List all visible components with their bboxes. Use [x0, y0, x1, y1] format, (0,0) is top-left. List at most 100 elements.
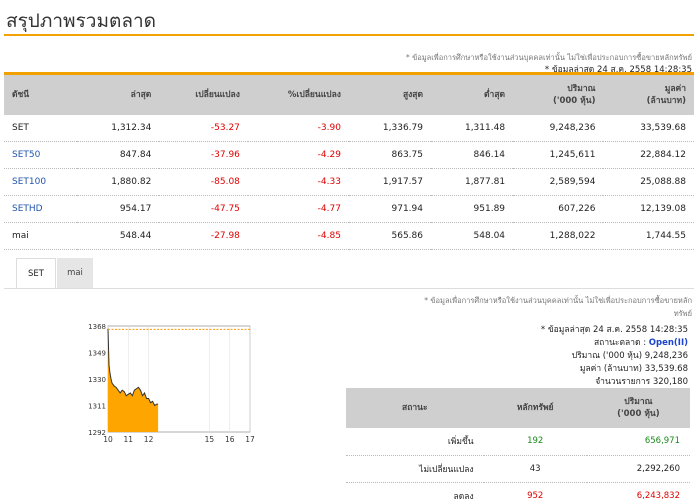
chart-y-tick-label: 1292	[88, 429, 106, 437]
market-status-value: Open(II)	[648, 338, 688, 348]
table-row: ไม่เปลี่ยนแปลง 43 2,292,260	[346, 455, 690, 483]
chart-y-tick-label: 1368	[88, 323, 106, 331]
index-value: 22,884.12	[603, 141, 694, 169]
summary-trades: จำนวนรายการ 320,180	[595, 374, 688, 388]
summary-volume-label: ปริมาณ ('000 หุ้น)	[571, 351, 643, 361]
summary-volume: ปริมาณ ('000 หุ้น) 9,248,236	[572, 348, 688, 362]
table-row: ลดลง 952 6,243,832	[346, 482, 690, 504]
breadth-count: 192	[483, 428, 587, 456]
table-row: เพิ่มขึ้น 192 656,971	[346, 428, 690, 456]
market-status-label: สถานะตลาด :	[593, 338, 647, 348]
index-link-sethd[interactable]: SETHD	[4, 195, 78, 223]
breadth-table-header: สถานะ หลักทรัพย์ ปริมาณ ('000 หุ้น)	[346, 388, 690, 428]
summary-trades-label: จำนวนรายการ	[595, 377, 651, 387]
summary-value-label: มูลค่า (ล้านบาท)	[579, 364, 643, 374]
index-change: -37.96	[159, 141, 248, 169]
breadth-volume: 2,292,260	[586, 455, 690, 483]
index-pct: -4.85	[247, 222, 349, 250]
index-volume: 2,589,594	[513, 168, 604, 196]
table-row: mai 548.44 -27.98 -4.85 565.86 548.04 1,…	[4, 222, 694, 250]
index-change: -47.75	[159, 195, 248, 223]
col-securities: หลักทรัพย์	[483, 388, 587, 428]
index-value: 12,139.08	[603, 195, 694, 223]
index-change: -53.27	[159, 114, 248, 142]
tab-mai[interactable]: mai	[57, 258, 93, 288]
page-title: สรุปภาพรวมตลาด	[6, 10, 156, 32]
breadth-status: เพิ่มขึ้น	[346, 428, 484, 456]
breadth-status: ไม่เปลี่ยนแปลง	[346, 455, 484, 483]
summary-updated: * ข้อมูลล่าสุด 24 ส.ค. 2558 14:28:35	[540, 325, 688, 335]
index-value: 33,539.68	[603, 114, 694, 142]
index-table: ดัชนี ล่าสุด เปลี่ยนแปลง %เปลี่ยนแปลง สู…	[4, 72, 694, 250]
index-volume: 607,226	[513, 195, 604, 223]
chart-series-line	[107, 328, 159, 407]
col-low: ต่ำสุด	[431, 72, 514, 115]
index-link-set50[interactable]: SET50	[4, 141, 78, 169]
index-high: 1,336.79	[348, 114, 431, 142]
breadth-count: 43	[483, 455, 587, 483]
breadth-table: สถานะ หลักทรัพย์ ปริมาณ ('000 หุ้น) เพิ่…	[346, 388, 690, 504]
chart-x-tick-label: 10	[103, 435, 113, 444]
index-volume: 1,288,022	[513, 222, 604, 250]
index-link-set100[interactable]: SET100	[4, 168, 78, 196]
summary-disclaimer: * ข้อมูลเพื่อการศึกษาหรือใช้งานส่วนบุคคล…	[352, 294, 692, 320]
col-change: เปลี่ยนแปลง	[159, 72, 248, 115]
index-pct: -4.33	[247, 168, 349, 196]
index-high: 971.94	[348, 195, 431, 223]
index-change: -85.08	[159, 168, 248, 196]
summary-volume-value: 9,248,236	[644, 351, 688, 361]
index-volume: 1,245,611	[513, 141, 604, 169]
index-low: 951.89	[431, 195, 514, 223]
breadth-status: ลดลง	[346, 482, 484, 504]
chart-x-tick-label: 16	[225, 435, 235, 444]
col-index: ดัชนี	[4, 72, 78, 115]
chart-x-tick-label: 11	[124, 435, 134, 444]
market-disclaimer: * ข้อมูลเพื่อการศึกษาหรือใช้งานส่วนบุคคล…	[405, 53, 692, 62]
col-last: ล่าสุด	[77, 72, 160, 115]
chart-x-tick-label: 17	[245, 435, 255, 444]
chart-x-tick-label: 12	[144, 435, 154, 444]
col-pct-change: %เปลี่ยนแปลง	[247, 72, 349, 115]
index-pct: -4.77	[247, 195, 349, 223]
col-status: สถานะ	[346, 388, 484, 428]
breadth-count: 952	[483, 482, 587, 504]
index-pct: -3.90	[247, 114, 349, 142]
col-value: มูลค่า (ล้านบาท)	[603, 72, 694, 115]
market-updated: * ข้อมูลล่าสุด 24 ส.ค. 2558 14:28:35	[544, 65, 692, 75]
chart-y-tick-label: 1330	[88, 376, 106, 384]
summary-trades-value: 320,180	[652, 377, 688, 387]
index-pct: -4.29	[247, 141, 349, 169]
index-last: 954.17	[77, 195, 160, 223]
index-last: 1,880.82	[77, 168, 160, 196]
index-value: 1,744.55	[603, 222, 694, 250]
index-name: SET	[4, 114, 78, 142]
chart-x-tick-label: 15	[205, 435, 215, 444]
index-low: 1,877.81	[431, 168, 514, 196]
index-name: mai	[4, 222, 78, 250]
tab-divider	[4, 288, 694, 289]
index-last: 847.84	[77, 141, 160, 169]
col-high: สูงสุด	[348, 72, 431, 115]
chart-y-tick-label: 1311	[88, 403, 106, 411]
summary-value-value: 33,539.68	[644, 364, 688, 374]
chart-area-fill	[108, 328, 159, 432]
index-low: 548.04	[431, 222, 514, 250]
index-last: 548.44	[77, 222, 160, 250]
table-row: SETHD 954.17 -47.75 -4.77 971.94 951.89 …	[4, 195, 694, 223]
index-low: 846.14	[431, 141, 514, 169]
tab-set[interactable]: SET	[16, 258, 56, 288]
index-volume: 9,248,236	[513, 114, 604, 142]
index-last: 1,312.34	[77, 114, 160, 142]
market-status: สถานะตลาด : Open(II)	[594, 335, 688, 349]
index-high: 863.75	[348, 141, 431, 169]
index-change: -27.98	[159, 222, 248, 250]
col-breadth-volume: ปริมาณ ('000 หุ้น)	[586, 388, 690, 428]
summary-disclaimer-line2: ทรัพย์	[673, 309, 692, 318]
table-row: SET50 847.84 -37.96 -4.29 863.75 846.14 …	[4, 141, 694, 169]
index-low: 1,311.48	[431, 114, 514, 142]
table-row: SET100 1,880.82 -85.08 -4.33 1,917.57 1,…	[4, 168, 694, 196]
breadth-volume: 656,971	[586, 428, 690, 456]
summary-disclaimer-line1: * ข้อมูลเพื่อการศึกษาหรือใช้งานส่วนบุคคล…	[424, 296, 692, 305]
index-high: 565.86	[348, 222, 431, 250]
